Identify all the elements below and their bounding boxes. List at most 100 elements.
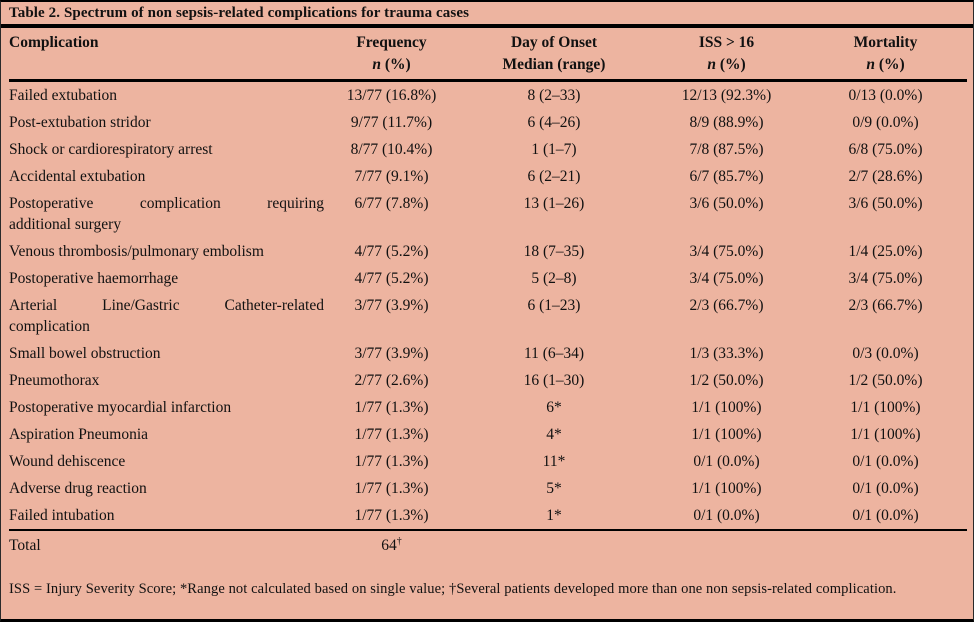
header-iss: ISS > 16 n (%) (649, 28, 804, 82)
cell-iss: 2/3 (66.7%) (689, 297, 764, 314)
cell-onset: 8 (2–33) (527, 87, 581, 104)
cell-iss: 7/8 (87.5%) (689, 141, 764, 158)
cell-mortality: 1/2 (50.0%) (848, 372, 923, 389)
cell-complication: Venous thrombosis/pulmonary embolism (9, 243, 264, 260)
cell-complication: Postoperative myocardial infarction (9, 399, 232, 416)
cell-complication: Small bowel obstruction (9, 345, 161, 362)
cell-complication: Adverse drug reaction (9, 480, 147, 497)
table-row: Accidental extubation 7/77 (9.1%) 6 (2–2… (9, 163, 967, 190)
cell-onset: 6* (546, 399, 562, 416)
table-row: Pneumothorax 2/77 (2.6%) 16 (1–30) 1/2 (… (9, 367, 967, 394)
table-header: Complication Frequency n (%) Day of Onse… (9, 28, 967, 82)
table-row: Venous thrombosis/pulmonary embolism 4/7… (9, 238, 967, 265)
cell-frequency: 2/77 (2.6%) (354, 372, 429, 389)
table-row: Aspiration Pneumonia 1/77 (1.3%) 4* 1/1 … (9, 421, 967, 448)
table-row: Postoperative haemorrhage 4/77 (5.2%) 5 … (9, 265, 967, 292)
cell-mortality: 6/8 (75.0%) (848, 141, 923, 158)
cell-frequency: 1/77 (1.3%) (354, 426, 429, 443)
table-row: Post-extubation stridor 9/77 (11.7%) 6 (… (9, 109, 967, 136)
cell-mortality: 0/3 (0.0%) (852, 345, 919, 362)
cell-complication: Failed extubation (9, 87, 118, 104)
header-row: Complication Frequency n (%) Day of Onse… (9, 28, 967, 82)
cell-mortality: 0/1 (0.0%) (852, 507, 919, 524)
title-rule (1, 24, 973, 28)
cell-complication: Failed intubation (9, 507, 115, 524)
cell-complication: Aspiration Pneumonia (9, 426, 149, 443)
header-mortality: Mortality n (%) (804, 28, 967, 82)
cell-mortality: 2/3 (66.7%) (848, 297, 923, 314)
cell-complication: Arterial Line/Gastric Catheter-related c… (9, 297, 324, 335)
cell-iss: 1/1 (100%) (691, 480, 762, 497)
table-row: Adverse drug reaction 1/77 (1.3%) 5* 1/1… (9, 475, 967, 502)
cell-onset: 4* (546, 426, 562, 443)
cell-frequency: 1/77 (1.3%) (354, 480, 429, 497)
table-title: Table 2. Spectrum of non sepsis-related … (9, 5, 470, 21)
cell-frequency: 8/77 (10.4%) (350, 141, 433, 158)
cell-frequency: 3/77 (3.9%) (354, 297, 429, 314)
cell-mortality: 0/13 (0.0%) (848, 87, 923, 104)
cell-iss: 3/6 (50.0%) (689, 195, 764, 212)
cell-iss: 1/1 (100%) (691, 426, 762, 443)
table-row: Failed extubation 13/77 (16.8%) 8 (2–33)… (9, 81, 967, 110)
cell-onset: 18 (7–35) (523, 243, 585, 260)
total-label: Total (9, 529, 324, 559)
table-row: Wound dehiscence 1/77 (1.3%) 11* 0/1 (0.… (9, 448, 967, 475)
cell-mortality: 3/6 (50.0%) (848, 195, 923, 212)
cell-frequency: 9/77 (11.7%) (350, 114, 433, 131)
cell-iss: 1/3 (33.3%) (689, 345, 764, 362)
dagger-symbol: † (396, 535, 402, 547)
table-row: Postoperative complication requiring add… (9, 190, 967, 238)
cell-iss: 1/1 (100%) (691, 399, 762, 416)
cell-onset: 1 (1–7) (531, 141, 577, 158)
cell-complication: Postoperative complication requiring add… (9, 195, 324, 233)
cell-complication: Shock or cardiorespiratory arrest (9, 141, 213, 158)
cell-onset: 6 (1–23) (527, 297, 581, 314)
cell-mortality: 3/4 (75.0%) (848, 270, 923, 287)
cell-onset: 5* (546, 480, 562, 497)
table-row: Arterial Line/Gastric Catheter-related c… (9, 292, 967, 340)
cell-mortality: 1/4 (25.0%) (848, 243, 923, 260)
cell-onset: 6 (4–26) (527, 114, 581, 131)
cell-iss: 0/1 (0.0%) (693, 453, 760, 470)
cell-iss: 1/2 (50.0%) (689, 372, 764, 389)
table-row: Small bowel obstruction 3/77 (3.9%) 11 (… (9, 340, 967, 367)
cell-iss: 8/9 (88.9%) (689, 114, 764, 131)
cell-frequency: 1/77 (1.3%) (354, 453, 429, 470)
cell-mortality: 0/1 (0.0%) (852, 453, 919, 470)
total-row: Total 64† (9, 529, 967, 559)
cell-mortality: 2/7 (28.6%) (848, 168, 923, 185)
header-complication: Complication (9, 28, 324, 82)
total-value: 64† (324, 529, 459, 559)
cell-frequency: 1/77 (1.3%) (354, 399, 429, 416)
cell-onset: 13 (1–26) (523, 195, 585, 212)
cell-frequency: 1/77 (1.3%) (354, 507, 429, 524)
header-frequency: Frequency n (%) (324, 28, 459, 82)
cell-frequency: 7/77 (9.1%) (354, 168, 429, 185)
table-footnote: ISS = Injury Severity Score; *Range not … (9, 581, 897, 597)
cell-mortality: 0/1 (0.0%) (852, 480, 919, 497)
cell-onset: 11* (542, 453, 566, 470)
table-body: Failed extubation 13/77 (16.8%) 8 (2–33)… (9, 81, 967, 559)
complications-table: Complication Frequency n (%) Day of Onse… (9, 28, 967, 559)
cell-onset: 5 (2–8) (531, 270, 577, 287)
cell-iss: 3/4 (75.0%) (689, 243, 764, 260)
cell-iss: 6/7 (85.7%) (689, 168, 764, 185)
cell-mortality: 1/1 (100%) (850, 426, 921, 443)
cell-onset: 6 (2–21) (527, 168, 581, 185)
cell-frequency: 13/77 (16.8%) (346, 87, 437, 104)
cell-frequency: 3/77 (3.9%) (354, 345, 429, 362)
cell-iss: 0/1 (0.0%) (693, 507, 760, 524)
cell-complication: Pneumothorax (9, 372, 100, 389)
table-row: Failed intubation 1/77 (1.3%) 1* 0/1 (0.… (9, 502, 967, 530)
cell-frequency: 4/77 (5.2%) (354, 270, 429, 287)
cell-onset: 11 (6–34) (523, 345, 585, 362)
cell-frequency: 6/77 (7.8%) (354, 195, 429, 212)
cell-mortality: 0/9 (0.0%) (852, 114, 919, 131)
cell-complication: Post-extubation stridor (9, 114, 151, 131)
table-row: Postoperative myocardial infarction 1/77… (9, 394, 967, 421)
header-day-of-onset: Day of Onset Median (range) (459, 28, 649, 82)
cell-mortality: 1/1 (100%) (850, 399, 921, 416)
cell-onset: 16 (1–30) (523, 372, 585, 389)
cell-iss: 12/13 (92.3%) (681, 87, 772, 104)
